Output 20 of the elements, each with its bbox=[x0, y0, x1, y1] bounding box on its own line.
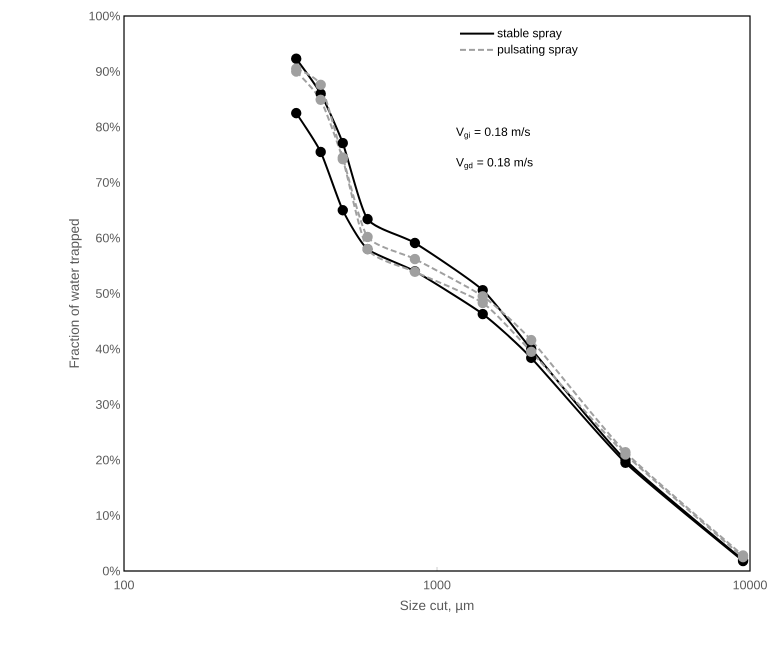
annotation: V$_{gd}$ = 0.18 m/s bbox=[456, 158, 533, 170]
y-tick-label: 20% bbox=[96, 456, 120, 464]
x-tick-label: 10000 bbox=[734, 580, 767, 590]
y-tick-label: 100% bbox=[89, 12, 120, 20]
annotation: V$_{gi}$ = 0.18 m/s bbox=[456, 127, 530, 140]
x-tick-label: 100 bbox=[114, 580, 134, 590]
y-tick-label: 50% bbox=[96, 289, 120, 298]
legend-label: pulsating spray bbox=[498, 44, 578, 56]
y-tick-label: 60% bbox=[96, 234, 120, 242]
y-axis-title: Fraction of water trapped bbox=[69, 219, 82, 368]
y-tick-label: 80% bbox=[96, 122, 120, 132]
y-tick-label: 30% bbox=[96, 400, 120, 409]
x-tick-label: 1000 bbox=[424, 580, 450, 590]
x-axis-title: Size cut, µm bbox=[400, 600, 474, 613]
legend-label: stable spray bbox=[497, 28, 562, 40]
y-tick-label: 40% bbox=[96, 344, 120, 354]
y-tick-label: 0% bbox=[102, 566, 120, 576]
y-tick-label: 90% bbox=[96, 67, 120, 76]
y-tick-label: 70% bbox=[96, 178, 120, 187]
y-tick-label: 10% bbox=[96, 511, 120, 520]
